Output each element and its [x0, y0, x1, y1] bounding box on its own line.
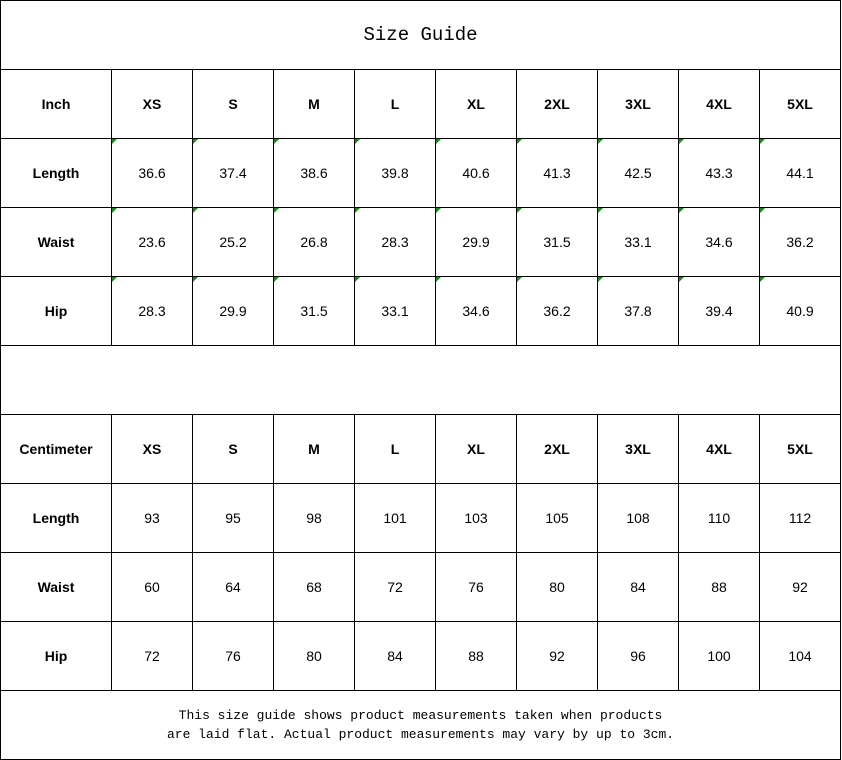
size-header-3xl: 3XL — [597, 69, 679, 139]
note-line-1: This size guide shows product measuremen… — [178, 708, 663, 723]
measurement-cell: 37.4 — [192, 138, 274, 208]
cm-header-row: Centimeter XS S M L XL 2XL 3XL 4XL 5XL — [0, 414, 842, 484]
measurement-cell: 93 — [111, 483, 193, 553]
size-header-xl: XL — [435, 414, 517, 484]
size-header-s: S — [192, 414, 274, 484]
measurement-cell: 36.2 — [516, 276, 598, 346]
measurement-cell: 84 — [597, 552, 679, 622]
measurement-cell: 31.5 — [273, 276, 355, 346]
measurement-cell: 26.8 — [273, 207, 355, 277]
measurement-cell: 88 — [435, 621, 517, 691]
measurement-cell: 39.4 — [678, 276, 760, 346]
measurement-cell: 88 — [678, 552, 760, 622]
row-label: Waist — [0, 207, 112, 277]
cm-unit-label: Centimeter — [0, 414, 112, 484]
size-header-xs: XS — [111, 414, 193, 484]
size-header-m: M — [273, 69, 355, 139]
inch-row-hip: Hip 28.3 29.9 31.5 33.1 34.6 36.2 37.8 39.4 40.9 — [0, 276, 842, 346]
measurement-cell: 31.5 — [516, 207, 598, 277]
size-header-l: L — [354, 414, 436, 484]
measurement-cell: 101 — [354, 483, 436, 553]
measurement-cell: 72 — [354, 552, 436, 622]
measurement-cell: 23.6 — [111, 207, 193, 277]
measurement-cell: 37.8 — [597, 276, 679, 346]
measurement-cell: 72 — [111, 621, 193, 691]
measurement-cell: 76 — [192, 621, 274, 691]
size-header-3xl: 3XL — [597, 414, 679, 484]
row-label: Length — [0, 483, 112, 553]
spacer-cell — [0, 345, 842, 415]
measurement-cell: 104 — [758, 621, 842, 691]
measurement-cell: 39.8 — [354, 138, 436, 208]
measurement-cell: 29.9 — [192, 276, 274, 346]
measurement-cell: 40.6 — [435, 138, 517, 208]
measurement-cell: 33.1 — [597, 207, 679, 277]
cm-row-length: Length 93 95 98 101 103 105 108 110 112 — [0, 483, 842, 553]
measurement-cell: 29.9 — [435, 207, 517, 277]
measurement-cell: 105 — [516, 483, 598, 553]
inch-unit-label: Inch — [0, 69, 112, 139]
measurement-cell: 98 — [273, 483, 355, 553]
measurement-cell: 34.6 — [678, 207, 760, 277]
size-header-4xl: 4XL — [678, 69, 760, 139]
spacer-row — [0, 345, 842, 415]
note-line-2: are laid flat. Actual product measuremen… — [166, 727, 675, 742]
measurement-cell: 96 — [597, 621, 679, 691]
measurement-cell: 44.1 — [758, 138, 842, 208]
measurement-cell: 95 — [192, 483, 274, 553]
row-label: Hip — [0, 276, 112, 346]
measurement-cell: 112 — [758, 483, 842, 553]
size-header-xl: XL — [435, 69, 517, 139]
measurement-cell: 28.3 — [354, 207, 436, 277]
measurement-cell: 68 — [273, 552, 355, 622]
row-label: Length — [0, 138, 112, 208]
measurement-cell: 92 — [516, 621, 598, 691]
measurement-cell: 84 — [354, 621, 436, 691]
measurement-cell: 92 — [758, 552, 842, 622]
inch-row-length: Length 36.6 37.4 38.6 39.8 40.6 41.3 42.5 43.3 44… — [0, 138, 842, 208]
size-header-s: S — [192, 69, 274, 139]
measurement-cell: 103 — [435, 483, 517, 553]
inch-row-waist: Waist 23.6 25.2 26.8 28.3 29.9 31.5 33.1 34.6 36.… — [0, 207, 842, 277]
measurement-cell: 36.6 — [111, 138, 193, 208]
size-header-2xl: 2XL — [516, 69, 598, 139]
measurement-cell: 60 — [111, 552, 193, 622]
measurement-cell: 110 — [678, 483, 760, 553]
measurement-cell: 34.6 — [435, 276, 517, 346]
note-row: This size guide shows product measuremen… — [0, 690, 842, 760]
size-header-l: L — [354, 69, 436, 139]
measurement-cell: 108 — [597, 483, 679, 553]
measurement-cell: 28.3 — [111, 276, 193, 346]
size-header-2xl: 2XL — [516, 414, 598, 484]
inch-header-row: Inch XS S M L XL 2XL 3XL 4XL 5XL — [0, 69, 842, 139]
cm-row-waist: Waist 60 64 68 72 76 80 84 88 92 — [0, 552, 842, 622]
measurement-note: This size guide shows product measuremen… — [0, 690, 842, 760]
size-header-4xl: 4XL — [678, 414, 760, 484]
size-guide-title: Size Guide — [0, 0, 842, 70]
row-label: Waist — [0, 552, 112, 622]
measurement-cell: 76 — [435, 552, 517, 622]
cm-row-hip: Hip 72 76 80 84 88 92 96 100 104 — [0, 621, 842, 691]
measurement-cell: 43.3 — [678, 138, 760, 208]
size-header-5xl: 5XL — [758, 414, 842, 484]
measurement-cell: 40.9 — [758, 276, 842, 346]
measurement-cell: 41.3 — [516, 138, 598, 208]
measurement-cell: 80 — [516, 552, 598, 622]
measurement-cell: 36.2 — [758, 207, 842, 277]
measurement-cell: 25.2 — [192, 207, 274, 277]
size-header-xs: XS — [111, 69, 193, 139]
measurement-cell: 42.5 — [597, 138, 679, 208]
measurement-cell: 100 — [678, 621, 760, 691]
measurement-cell: 64 — [192, 552, 274, 622]
row-label: Hip — [0, 621, 112, 691]
measurement-cell: 80 — [273, 621, 355, 691]
measurement-cell: 33.1 — [354, 276, 436, 346]
size-header-m: M — [273, 414, 355, 484]
size-header-5xl: 5XL — [758, 69, 842, 139]
measurement-cell: 38.6 — [273, 138, 355, 208]
